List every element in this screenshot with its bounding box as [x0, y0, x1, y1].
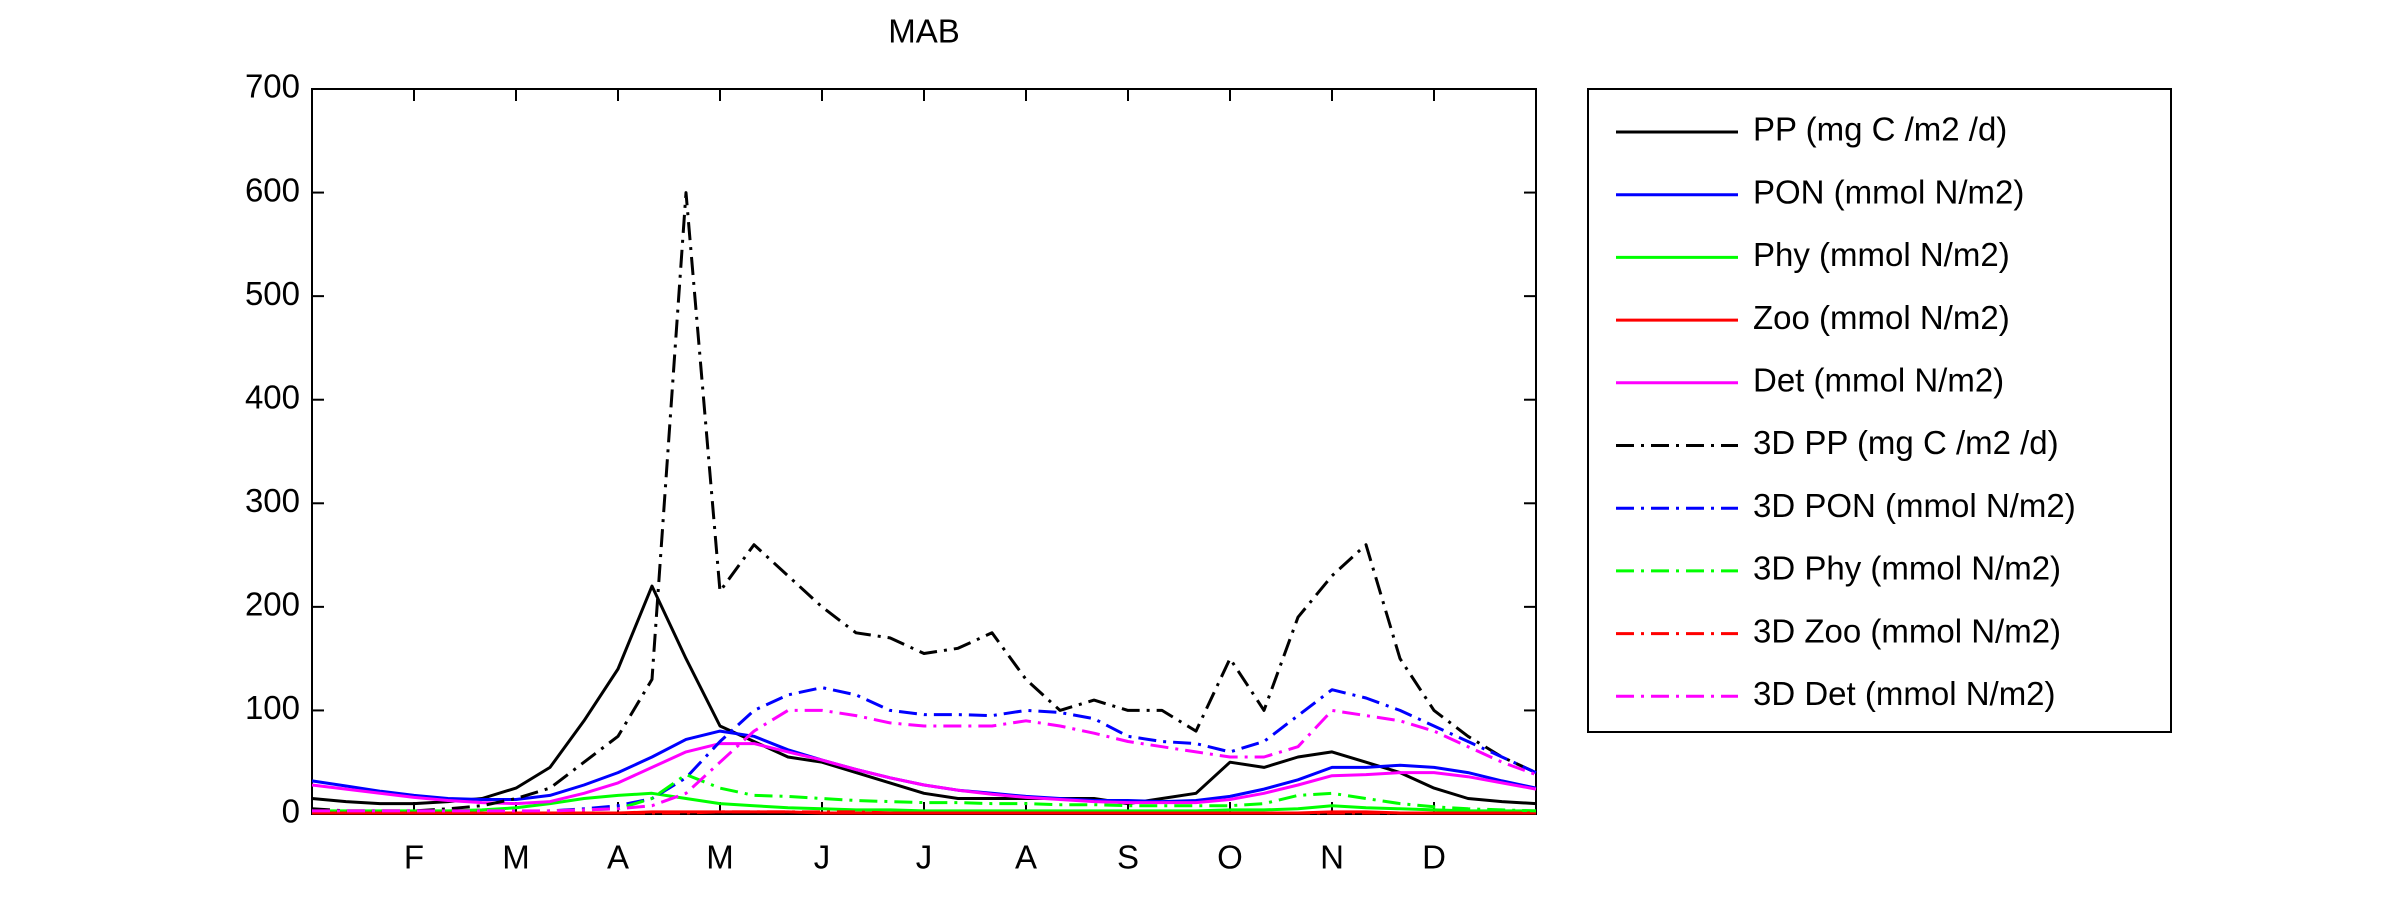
- series-line: [311, 584, 1537, 806]
- legend-label: 3D Zoo (mmol N/m2): [1753, 612, 2061, 649]
- series-line: [311, 191, 1537, 813]
- legend-label: Det (mmol N/m2): [1753, 362, 2004, 399]
- x-tick-label: J: [916, 839, 933, 876]
- x-tick-label: A: [607, 839, 629, 876]
- series-line: [312, 810, 1536, 815]
- x-tick-label: O: [1217, 839, 1243, 876]
- x-tick-label: J: [814, 839, 831, 876]
- legend-label: PP (mg C /m2 /d): [1753, 111, 2007, 148]
- legend-label: 3D Phy (mmol N/m2): [1753, 550, 2061, 587]
- y-tick-label: 400: [245, 378, 300, 415]
- x-tick-label: M: [706, 839, 734, 876]
- x-tick-label: M: [502, 839, 530, 876]
- y-tick-label: 600: [245, 171, 300, 208]
- y-tick-label: 0: [282, 793, 300, 830]
- x-tick-label: A: [1015, 839, 1037, 876]
- series-line: [312, 708, 1537, 813]
- legend-label: PON (mmol N/m2): [1753, 173, 2024, 210]
- y-tick-label: 700: [245, 68, 300, 105]
- x-tick-label: S: [1117, 839, 1139, 876]
- y-tick-label: 300: [245, 482, 300, 519]
- legend-label: 3D Det (mmol N/m2): [1753, 675, 2056, 712]
- legend-label: 3D PP (mg C /m2 /d): [1753, 424, 2059, 461]
- series-line: [311, 686, 1537, 814]
- plot-frame: [311, 88, 1537, 815]
- x-tick-label: F: [404, 839, 424, 876]
- series-line: [312, 791, 1536, 813]
- y-tick-label: 100: [245, 689, 300, 726]
- y-tick-label: 500: [245, 275, 300, 312]
- legend-label: 3D PON (mmol N/m2): [1753, 487, 2076, 524]
- chart-title: MAB: [888, 13, 960, 50]
- series-line: [311, 742, 1537, 806]
- legend-label: Phy (mmol N/m2): [1753, 236, 2010, 273]
- legend-label: Zoo (mmol N/m2): [1753, 299, 2010, 336]
- x-tick-label: N: [1320, 839, 1344, 876]
- x-tick-label: D: [1422, 839, 1446, 876]
- y-tick-label: 200: [245, 586, 300, 623]
